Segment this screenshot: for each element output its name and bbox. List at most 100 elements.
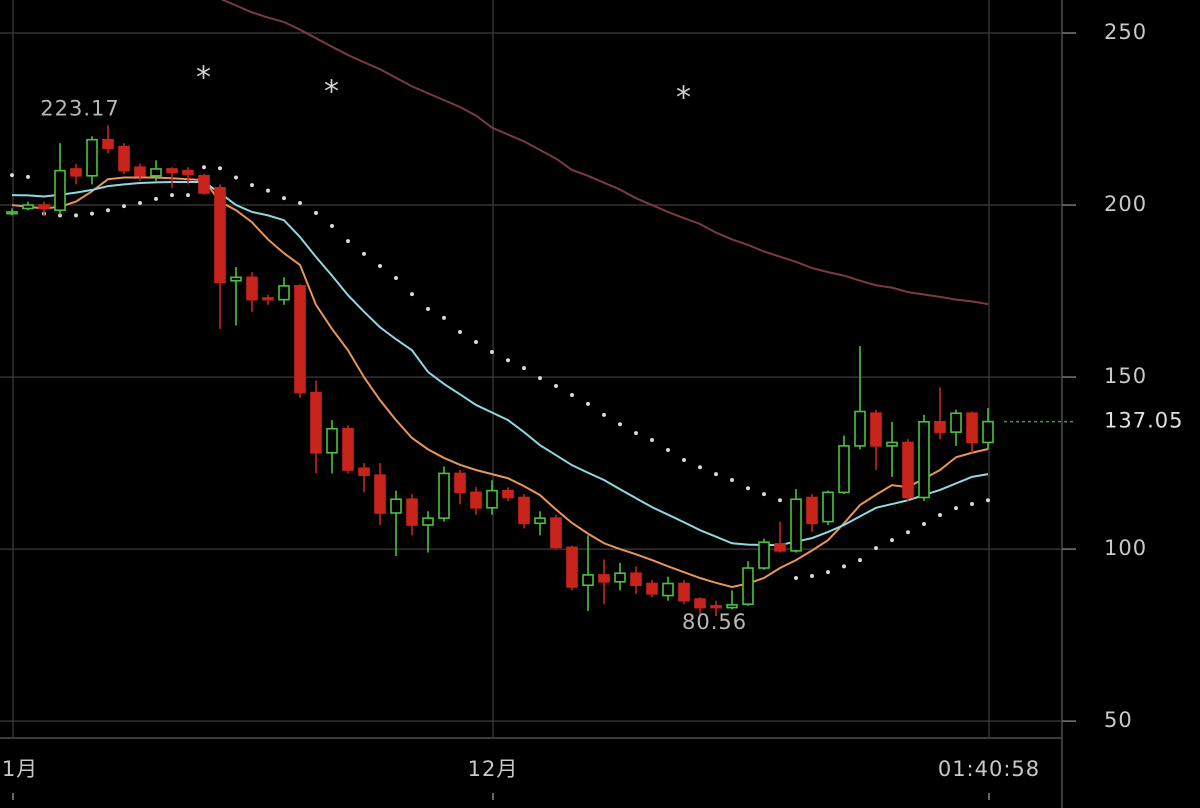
- sar-dot: [426, 306, 430, 311]
- candle-body: [966, 412, 978, 444]
- sar-dot: [314, 210, 318, 215]
- sar-dot: [346, 239, 350, 244]
- candle-body: [422, 517, 434, 526]
- extreme-price-label: 80.56: [682, 610, 747, 634]
- candle-body: [310, 391, 322, 454]
- candle-body: [550, 517, 562, 549]
- x-tick-label: 01:40:58: [938, 757, 1040, 781]
- sar-dot: [202, 165, 206, 170]
- candle-body: [774, 543, 786, 552]
- candle-body: [454, 472, 466, 494]
- moving-average-line: [11, 181, 989, 546]
- sar-dot: [970, 502, 974, 507]
- sar-dot: [762, 492, 766, 497]
- sar-dot: [906, 530, 910, 535]
- sar-dot: [186, 193, 190, 198]
- sar-dot: [410, 292, 414, 297]
- sar-dot: [714, 472, 718, 477]
- candle-body: [614, 572, 626, 583]
- candle-body: [710, 605, 722, 609]
- sar-dot: [74, 213, 78, 218]
- candle-body: [150, 168, 162, 177]
- candle-body: [502, 489, 514, 499]
- candle-body: [486, 489, 498, 509]
- candle-body: [438, 472, 450, 519]
- candle-body: [806, 496, 818, 525]
- sar-dot: [282, 196, 286, 201]
- sar-dot: [730, 477, 734, 482]
- candle-body: [534, 517, 546, 525]
- candle-body: [918, 421, 930, 499]
- sar-dot: [618, 422, 622, 427]
- candle-body: [294, 285, 306, 394]
- y-tick-label: 150: [1104, 364, 1147, 388]
- candle-body: [582, 574, 594, 587]
- moving-average-line: [11, 176, 989, 588]
- y-tick-label: 250: [1104, 20, 1147, 44]
- sar-dot: [506, 358, 510, 363]
- candle-body: [134, 166, 146, 177]
- candle-body: [166, 168, 178, 174]
- signal-marker: *: [196, 60, 212, 95]
- sar-dot: [810, 573, 814, 578]
- candle-body: [262, 297, 274, 301]
- sar-dot: [650, 438, 654, 443]
- sar-dot: [106, 208, 110, 213]
- sar-dot: [250, 183, 254, 188]
- candle-body: [86, 138, 98, 177]
- candle-body: [870, 412, 882, 447]
- x-tick-label: 12月: [468, 757, 519, 781]
- signal-marker: *: [676, 80, 692, 115]
- sar-dot: [922, 521, 926, 526]
- candle-body: [598, 574, 610, 583]
- sar-dot: [10, 173, 14, 178]
- sar-dot: [362, 251, 366, 256]
- candle-body: [822, 491, 834, 523]
- moving-average-line: [220, 0, 989, 306]
- sar-dot: [778, 498, 782, 503]
- extreme-price-label: 223.17: [40, 96, 119, 120]
- sar-dot: [666, 448, 670, 453]
- y-tick-label: 50: [1104, 708, 1133, 732]
- candle-body: [374, 474, 386, 514]
- sar-dot: [554, 384, 558, 389]
- candle-body: [198, 175, 210, 194]
- sar-dot: [602, 412, 606, 417]
- candle-body: [182, 169, 194, 175]
- sar-dot: [698, 465, 702, 470]
- sar-dot: [26, 174, 30, 179]
- sar-dot: [586, 401, 590, 406]
- sar-dot: [522, 366, 526, 371]
- sar-dot: [858, 558, 862, 563]
- sar-dot: [570, 392, 574, 397]
- sar-dot: [90, 211, 94, 216]
- sar-dot: [986, 498, 990, 503]
- signal-marker: *: [324, 75, 340, 110]
- sar-dot: [218, 166, 222, 171]
- candle-body: [470, 491, 482, 509]
- sar-dot: [330, 224, 334, 229]
- sar-dot: [634, 431, 638, 436]
- sar-dot: [938, 513, 942, 518]
- candle-body: [838, 445, 850, 494]
- candle-body: [518, 496, 530, 525]
- candle-body: [886, 441, 898, 447]
- last-price-label: 137.05: [1104, 409, 1183, 433]
- sar-dot: [538, 376, 542, 381]
- candle-body: [54, 169, 66, 212]
- candle-body: [726, 604, 738, 609]
- sar-dot: [154, 196, 158, 201]
- sar-dot: [826, 570, 830, 575]
- candle-body: [902, 441, 914, 499]
- candle-body: [854, 410, 866, 447]
- sar-dot: [394, 275, 398, 280]
- sar-dot: [138, 200, 142, 205]
- candle-body: [646, 582, 658, 595]
- candle-body: [694, 598, 706, 609]
- candle-body: [950, 412, 962, 433]
- candle-body: [230, 276, 242, 282]
- axes: 50 100 150 200 250 1月 12月 01:40:58 137.05: [2, 20, 1183, 800]
- plot-area: 223.17 80.56 * * *: [6, 0, 994, 634]
